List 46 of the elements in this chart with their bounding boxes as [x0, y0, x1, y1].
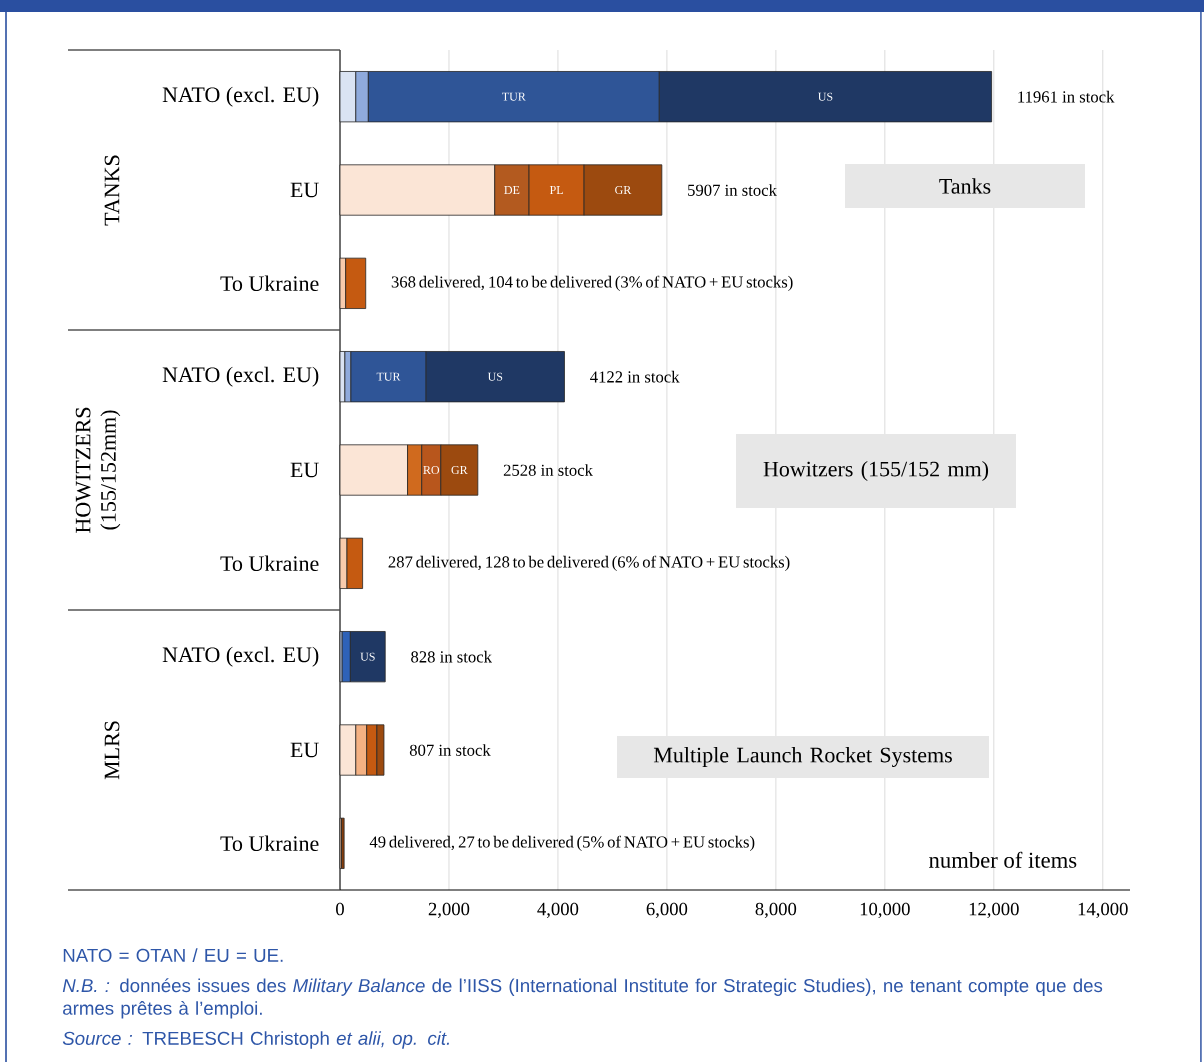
total-label: 4122 in stock — [590, 370, 680, 383]
text: NATO = OTAN / EU = UE. — [63, 948, 283, 962]
y-tick-label: NATO (excl. EU) — [162, 366, 319, 387]
y-tick-label: To Ukraine — [220, 835, 319, 852]
annotation: Tanks — [939, 178, 991, 194]
data-label: GR — [615, 185, 632, 195]
data-label: US — [818, 92, 833, 101]
total-label: 828 in stock — [411, 650, 492, 663]
annotation: Multiple Launch Rocket Systems — [653, 746, 952, 767]
data-label: GR — [451, 465, 468, 475]
x-tick-label: 14,000 — [1078, 902, 1128, 918]
total-label: 368 delivered, 104 to be delivered (3% of NATO + EU stocks) — [391, 275, 793, 291]
x-tick-label: 12,000 — [969, 902, 1019, 918]
data-label: US — [487, 372, 503, 381]
total-label: 287 delivered, 128 to be delivered (6% of NATO + EU stocks) — [388, 555, 790, 571]
text: Source : TREBESCH Christoph et alii, op. cit. — [62, 1031, 449, 1049]
y-tick-label: EU — [290, 742, 319, 758]
text: N.B. : données issues des Military Balance de l’IISS (International Institute for Strategic Studies), ne tenant compte que des armes prêtes à l’emploi. — [62, 978, 1103, 1019]
total-label: 807 in stock — [409, 744, 491, 756]
data-label: US — [360, 652, 375, 661]
y-tick-label: NATO (excl. EU) — [162, 646, 319, 667]
total-label: 49 delivered, 27 to be delivered (5% of NATO + EU stocks) — [369, 835, 755, 851]
text: MLRS — [104, 721, 120, 780]
y-tick-label: EU — [290, 462, 319, 478]
y-tick-label: To Ukraine — [220, 555, 319, 572]
total-label: 2528 in stock — [503, 464, 593, 476]
annotation: Howitzers (155/152 mm) — [763, 461, 989, 481]
x-axis-title: number of items — [929, 851, 1077, 868]
data-label: TUR — [376, 372, 401, 381]
y-tick-label: To Ukraine — [220, 275, 319, 292]
text: TANKS — [104, 155, 120, 226]
data-label: TUR — [502, 92, 526, 101]
total-label: 11961 in stock — [1018, 90, 1115, 103]
data-label: DE — [504, 186, 520, 194]
x-tick-label: 0 — [336, 902, 344, 916]
data-label: PL — [549, 186, 563, 194]
y-tick-label: EU — [290, 182, 319, 198]
x-tick-label: 6,000 — [646, 902, 688, 918]
text: HOWITZERS (155/152mm) — [75, 407, 121, 533]
x-tick-label: 8,000 — [755, 902, 797, 918]
x-tick-label: 2,000 — [428, 902, 470, 918]
x-tick-label: 10,000 — [860, 902, 910, 918]
total-label: 5907 in stock — [688, 184, 777, 196]
data-label: RO — [423, 465, 440, 475]
x-tick-label: 4,000 — [537, 902, 579, 918]
y-tick-label: NATO (excl. EU) — [162, 86, 319, 107]
